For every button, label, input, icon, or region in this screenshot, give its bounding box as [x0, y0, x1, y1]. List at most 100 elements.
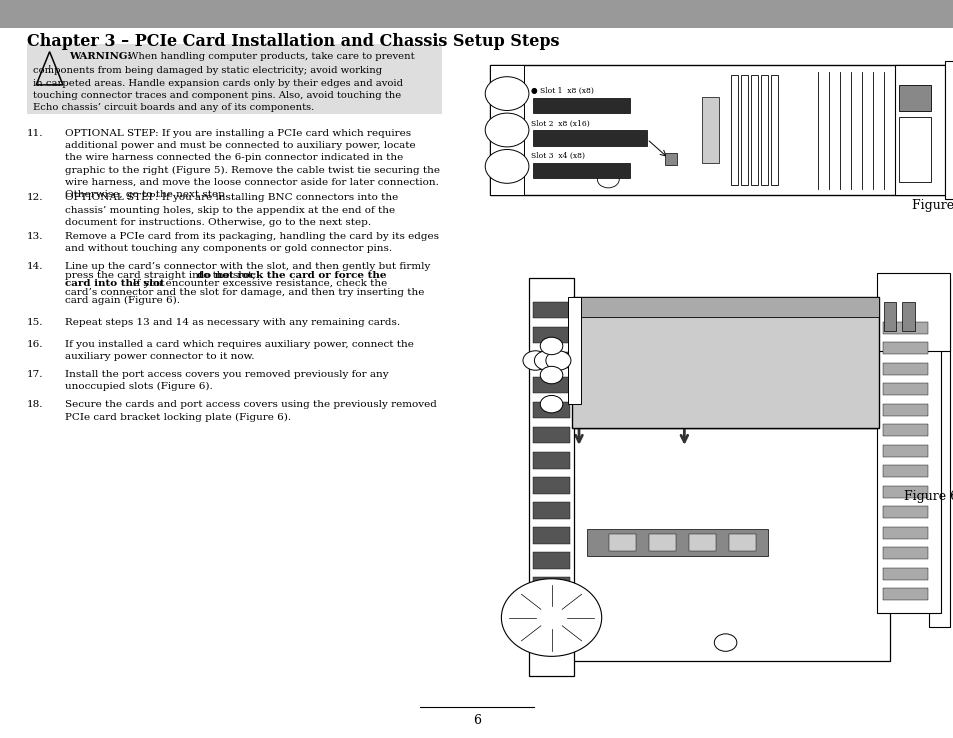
- Text: 16.: 16.: [27, 339, 43, 349]
- Text: . If you encounter excessive resistance, check the: . If you encounter excessive resistance,…: [126, 280, 387, 289]
- Bar: [533, 401, 569, 418]
- Bar: [876, 297, 940, 613]
- Bar: [750, 75, 758, 184]
- Text: Slot 2  x8 (x16): Slot 2 x8 (x16): [530, 120, 589, 128]
- Bar: [490, 65, 523, 195]
- Text: Secure the cards and port access covers using the previously removed
PCIe card b: Secure the cards and port access covers …: [65, 400, 436, 421]
- Bar: [899, 84, 930, 111]
- Bar: [572, 297, 878, 428]
- Text: OPTIONAL STEP: If you are installing BNC connectors into the
chassis’ mounting h: OPTIONAL STEP: If you are installing BNC…: [65, 193, 397, 227]
- Bar: [688, 534, 715, 551]
- Circle shape: [501, 579, 601, 656]
- Text: do not rock the card or force the: do not rock the card or force the: [196, 271, 386, 280]
- Bar: [664, 153, 676, 165]
- Text: Line up the card’s connector with the slot, and then gently but firmly: Line up the card’s connector with the sl…: [65, 263, 430, 272]
- Bar: [876, 273, 949, 351]
- Bar: [894, 65, 944, 195]
- Text: 6: 6: [473, 714, 480, 728]
- Bar: [0, 0, 953, 28]
- Bar: [882, 424, 927, 436]
- Bar: [882, 588, 927, 600]
- Circle shape: [545, 351, 570, 370]
- Bar: [490, 65, 944, 195]
- Bar: [740, 75, 747, 184]
- Text: When handling computer products, take care to prevent: When handling computer products, take ca…: [125, 52, 415, 61]
- Text: Repeat steps 13 and 14 as necessary with any remaining cards.: Repeat steps 13 and 14 as necessary with…: [65, 318, 399, 327]
- Bar: [533, 577, 569, 594]
- Bar: [882, 486, 927, 497]
- Circle shape: [522, 351, 547, 370]
- Circle shape: [539, 396, 562, 413]
- Text: Install the port access covers you removed previously for any
unoccupied slots (: Install the port access covers you remov…: [65, 370, 388, 391]
- Bar: [928, 278, 949, 627]
- Bar: [533, 327, 569, 343]
- Bar: [882, 383, 927, 395]
- Bar: [728, 534, 755, 551]
- Text: 12.: 12.: [27, 193, 43, 202]
- Bar: [532, 97, 630, 113]
- Bar: [528, 278, 574, 676]
- Bar: [882, 445, 927, 457]
- Bar: [882, 568, 927, 579]
- Bar: [882, 506, 927, 518]
- Bar: [882, 465, 927, 477]
- Text: card into the slot: card into the slot: [65, 280, 164, 289]
- Circle shape: [485, 113, 528, 147]
- Bar: [899, 117, 930, 182]
- Bar: [882, 362, 927, 375]
- Text: 17.: 17.: [27, 370, 43, 379]
- Circle shape: [539, 337, 562, 355]
- Bar: [586, 528, 768, 556]
- Circle shape: [485, 77, 528, 111]
- Text: Remove a PCIe card from its packaging, handling the card by its edges
and withou: Remove a PCIe card from its packaging, h…: [65, 232, 438, 253]
- Bar: [27, 44, 441, 114]
- Bar: [533, 477, 569, 494]
- Text: card again (Figure 6).: card again (Figure 6).: [65, 297, 180, 306]
- Bar: [533, 502, 569, 519]
- Text: Slot 3  x4 (x8): Slot 3 x4 (x8): [530, 152, 584, 160]
- Text: Figure 5: Figure 5: [911, 199, 953, 212]
- Text: components from being damaged by static electricity; avoid working
in carpeted a: components from being damaged by static …: [33, 66, 403, 112]
- Bar: [532, 130, 646, 145]
- Bar: [533, 351, 569, 368]
- Bar: [882, 527, 927, 539]
- Text: 11.: 11.: [27, 129, 43, 138]
- Circle shape: [485, 150, 528, 183]
- Bar: [533, 452, 569, 469]
- Circle shape: [539, 366, 562, 384]
- Bar: [882, 303, 896, 331]
- Bar: [533, 302, 569, 318]
- Text: Chapter 3 – PCIe Card Installation and Chassis Setup Steps: Chapter 3 – PCIe Card Installation and C…: [27, 33, 558, 50]
- Bar: [901, 303, 914, 331]
- Text: Figure 6: Figure 6: [902, 490, 953, 503]
- Bar: [533, 602, 569, 619]
- Bar: [700, 97, 719, 162]
- Circle shape: [714, 634, 736, 652]
- Bar: [882, 404, 927, 415]
- Text: press the card straight into the slot;: press the card straight into the slot;: [65, 271, 258, 280]
- Text: If you installed a card which requires auxiliary power, connect the
auxiliary po: If you installed a card which requires a…: [65, 339, 414, 361]
- Circle shape: [534, 351, 558, 370]
- Bar: [533, 376, 569, 393]
- Bar: [567, 297, 580, 404]
- Text: 13.: 13.: [27, 232, 43, 241]
- Circle shape: [597, 171, 618, 188]
- Text: OPTIONAL STEP: If you are installing a PCIe card which requires
additional power: OPTIONAL STEP: If you are installing a P…: [65, 129, 439, 199]
- Bar: [770, 75, 778, 184]
- Bar: [882, 342, 927, 354]
- Bar: [882, 322, 927, 334]
- Bar: [560, 428, 889, 661]
- Text: ● Slot 1  x8 (x8): ● Slot 1 x8 (x8): [530, 87, 593, 95]
- Bar: [533, 427, 569, 444]
- Text: WARNING:: WARNING:: [69, 52, 131, 61]
- Bar: [560, 389, 889, 428]
- Bar: [533, 527, 569, 544]
- Text: !: !: [48, 66, 51, 75]
- Bar: [648, 534, 676, 551]
- Bar: [533, 552, 569, 569]
- Text: 14.: 14.: [27, 263, 43, 272]
- Bar: [760, 75, 767, 184]
- Bar: [533, 627, 569, 644]
- Bar: [572, 297, 878, 317]
- Text: 18.: 18.: [27, 400, 43, 410]
